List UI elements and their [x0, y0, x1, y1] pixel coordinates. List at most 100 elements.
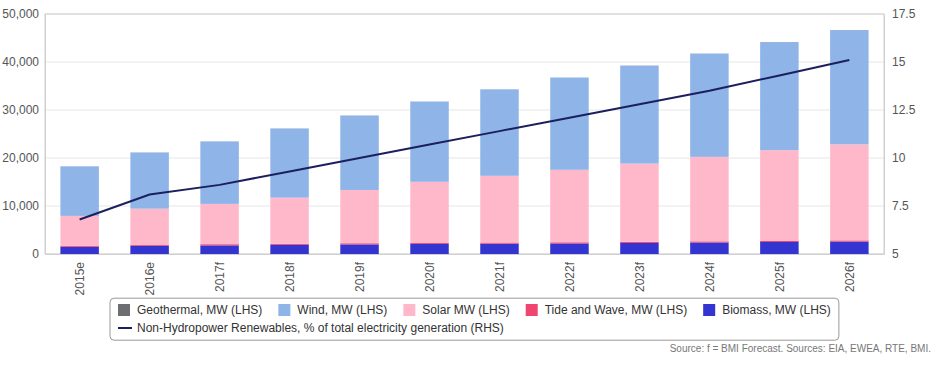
- tick-label: 2017f: [213, 261, 227, 292]
- tick: 40,000: [2, 55, 45, 69]
- bar: [60, 166, 98, 167]
- legend-item: Geothermal, MW (LHS): [118, 303, 262, 317]
- tick: 2022f: [563, 254, 577, 292]
- bar: [830, 30, 868, 31]
- legend-swatch: [403, 304, 415, 316]
- tick: 2016e: [143, 254, 157, 295]
- tick: 2021f: [493, 254, 507, 292]
- tick-label: 12.5: [892, 103, 916, 117]
- legend-label: Tide and Wave, MW (LHS): [545, 303, 687, 317]
- tick: 10: [884, 151, 906, 165]
- tick: 2023f: [633, 254, 647, 292]
- tick: 17.5: [884, 7, 916, 21]
- tick-label: 2020f: [423, 261, 437, 292]
- grid-line: [45, 206, 884, 207]
- bar: [550, 170, 588, 242]
- bar: [340, 116, 378, 190]
- bar: [620, 66, 658, 164]
- bar: [550, 242, 588, 243]
- axis-line: [46, 254, 885, 255]
- x-axis: 2015e 2016e 2017f 2018f 2019f 2020f 2021f 2022f…: [46, 254, 885, 295]
- tick: 20,000: [2, 151, 45, 165]
- tick-label: 10,000: [2, 199, 39, 213]
- bar: [690, 242, 728, 254]
- axis-line: [45, 15, 46, 255]
- tick-label: 2016e: [143, 262, 157, 296]
- bar: [270, 129, 308, 198]
- bar: [690, 54, 728, 157]
- bar: [760, 150, 798, 241]
- bar: [270, 198, 308, 244]
- tick: 2026f: [843, 254, 857, 292]
- legend-label: Non-Hydropower Renewables, % of total el…: [137, 321, 504, 335]
- tick-label: 2026f: [843, 261, 857, 292]
- legend-swatch: [278, 304, 290, 316]
- legend-item: Non-Hydropower Renewables, % of total el…: [118, 321, 504, 335]
- bar: [830, 242, 868, 254]
- bar: [620, 242, 658, 243]
- tick-label: 50,000: [2, 7, 39, 21]
- tick-label: 2021f: [493, 261, 507, 292]
- bar: [340, 243, 378, 244]
- grid: [45, 14, 884, 254]
- tick: 30,000: [2, 103, 45, 117]
- axis-line: [884, 15, 885, 255]
- plot-area: [60, 30, 868, 254]
- legend-item: Tide and Wave, MW (LHS): [526, 303, 687, 317]
- bar: [480, 243, 518, 244]
- legend-swatch: [703, 304, 715, 316]
- bar: [60, 247, 98, 254]
- legend-label: Solar MW (LHS): [422, 303, 509, 317]
- tick: 5: [884, 247, 899, 261]
- bar: [340, 190, 378, 243]
- legend-item: Wind, MW (LHS): [278, 303, 387, 317]
- bar: [60, 246, 98, 247]
- bar: [690, 53, 728, 54]
- legend-swatch: [526, 304, 538, 316]
- tick-label: 40,000: [2, 55, 39, 69]
- tick: 2015e: [73, 254, 87, 295]
- line: [80, 60, 850, 219]
- bar: [130, 209, 168, 245]
- bar: [200, 141, 238, 203]
- tick: 2024f: [703, 254, 717, 292]
- legend-box: [110, 298, 839, 340]
- bar: [620, 65, 658, 66]
- tick-label: 10: [892, 151, 906, 165]
- legend-label: Geothermal, MW (LHS): [137, 303, 262, 317]
- grid-line: [45, 158, 884, 159]
- bar: [200, 204, 238, 244]
- bar: [760, 241, 798, 242]
- bar: [690, 157, 728, 241]
- tick: 10,000: [2, 199, 45, 213]
- tick: 15: [884, 55, 906, 69]
- bar: [200, 244, 238, 245]
- bar: [340, 244, 378, 254]
- grid-line: [45, 62, 884, 63]
- tick-label: 2019f: [353, 261, 367, 292]
- tick-label: 15: [892, 55, 906, 69]
- bar: [410, 182, 448, 243]
- tick-label: 5: [892, 247, 899, 261]
- bar: [130, 246, 168, 254]
- tick: 12.5: [884, 103, 916, 117]
- bar: [480, 89, 518, 90]
- tick-label: 0: [32, 247, 39, 261]
- bar: [340, 115, 378, 116]
- y-axis: 0 10,000 20,000 30,000 40,000 50,000: [2, 7, 45, 261]
- legend: Geothermal, MW (LHS) Wind, MW (LHS) Solar …: [110, 298, 839, 340]
- tick: 0: [32, 247, 45, 261]
- source: Source: f = BMI Forecast. Sources: EIA, …: [670, 343, 931, 354]
- bar: [690, 241, 728, 242]
- tick-label: 20,000: [2, 151, 39, 165]
- bar: [480, 89, 518, 175]
- grid-line: [45, 110, 884, 111]
- tick: 2018f: [283, 254, 297, 292]
- legend-swatch: [118, 304, 130, 316]
- bar: [620, 243, 658, 254]
- bar: [200, 245, 238, 254]
- bar: [60, 166, 98, 215]
- bar: [130, 152, 168, 153]
- legend-item: Biomass, MW (LHS): [703, 303, 831, 317]
- bar: [410, 244, 448, 254]
